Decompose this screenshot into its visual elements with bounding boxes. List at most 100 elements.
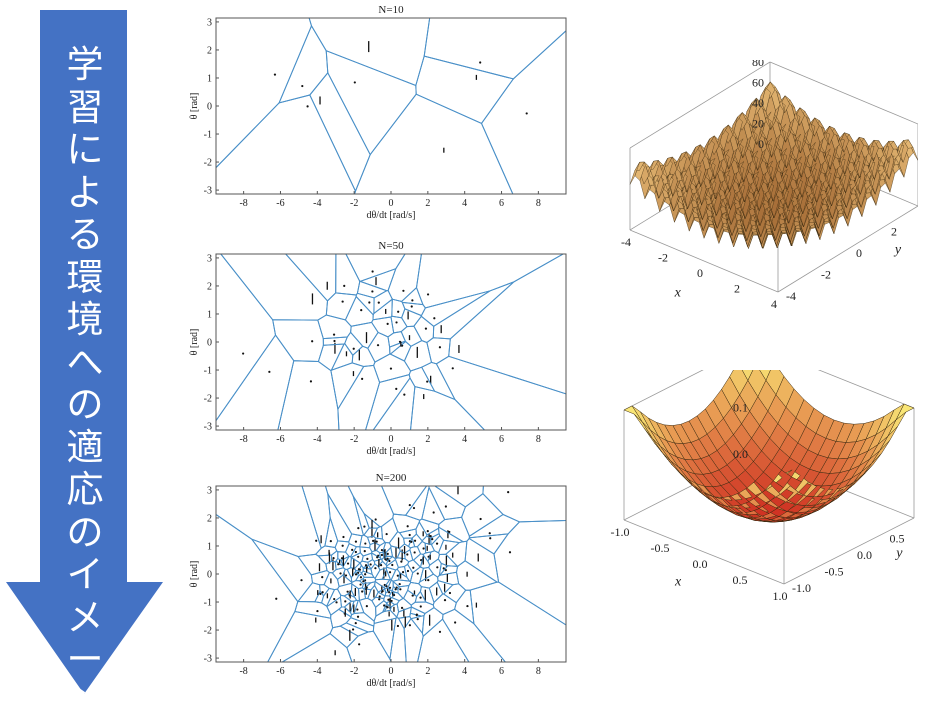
site-dot — [452, 367, 454, 369]
y-tick-label: 0.0 — [857, 548, 872, 562]
y-tick-label: 3 — [207, 17, 212, 28]
y-tick-label: -0.5 — [825, 565, 844, 579]
x-tick-label: 4 — [462, 198, 467, 209]
site-dot — [335, 601, 337, 603]
site-dot — [387, 606, 389, 608]
y-axis-label: y — [893, 243, 902, 258]
site-dot — [395, 588, 397, 590]
site-dot — [364, 573, 366, 575]
x-tick-label: 2 — [734, 282, 740, 296]
voronoi-cell — [359, 598, 376, 621]
voronoi-cell — [351, 322, 379, 348]
site-dot — [397, 625, 399, 627]
z-tick-label: 80 — [752, 60, 764, 69]
voronoi-cell — [421, 291, 490, 327]
voronoi-cell — [250, 236, 336, 301]
arrow-label-char: ー — [50, 639, 120, 682]
site-dot — [395, 388, 397, 390]
arrow-label: 学習による環境への適応のイメージ — [50, 44, 120, 724]
voronoi-cell — [433, 594, 456, 615]
voronoi-cell — [252, 539, 313, 601]
voronoi-cell — [290, 468, 331, 548]
x-tick-label: -6 — [276, 666, 284, 677]
x-tick-label: -4 — [313, 198, 321, 209]
site-dot — [427, 579, 429, 581]
site-dot — [407, 525, 409, 527]
voronoi-cell — [360, 375, 410, 449]
voronoi-cell — [189, 236, 327, 320]
x-tick-label: -8 — [239, 666, 247, 677]
site-dot — [342, 536, 344, 538]
site-dot — [371, 270, 373, 272]
voronoi-cell — [357, 281, 386, 298]
voronoi-cell — [405, 550, 413, 562]
x-axis-label: x — [674, 574, 682, 589]
panel-title: N=10 — [378, 4, 404, 16]
site-dot — [449, 592, 451, 594]
voronoi-cell — [373, 618, 396, 659]
voronoi-cell — [314, 468, 364, 536]
voronoi-cell — [409, 538, 415, 548]
arrow-label-char: 環 — [50, 257, 120, 300]
voronoi-cell — [414, 316, 434, 342]
site-dot — [417, 618, 419, 620]
site-dot — [359, 583, 361, 585]
site-dot — [315, 540, 317, 542]
site-dot — [379, 595, 381, 597]
site-dot — [399, 588, 401, 590]
voronoi-cell — [427, 528, 440, 538]
voronoi-cell — [328, 494, 352, 542]
plot-frame — [216, 254, 566, 430]
arrow-label-char: イ — [50, 554, 120, 597]
site-dot — [274, 73, 276, 75]
voronoi-cell — [354, 600, 364, 613]
voronoi-cell — [419, 519, 439, 535]
site-dot — [489, 537, 491, 539]
voronoi-cell — [188, 487, 298, 696]
site-dot — [355, 573, 357, 575]
site-dot — [454, 621, 456, 623]
x-tick-label: 4 — [771, 297, 777, 311]
site-dot — [409, 504, 411, 506]
voronoi-cell — [409, 619, 493, 696]
site-dot — [339, 572, 341, 574]
x-tick-label: 2 — [425, 198, 430, 209]
y-tick-label: 3 — [207, 253, 212, 264]
voronoi-cell — [326, 561, 336, 573]
y-tick-label: -4 — [786, 289, 796, 303]
voronoi-cell — [279, 26, 328, 103]
x-tick-label: 0 — [389, 666, 394, 677]
site-dot — [375, 518, 377, 520]
site-dot — [306, 105, 308, 107]
site-dot — [480, 518, 482, 520]
site-dot — [361, 378, 363, 380]
site-dot — [337, 563, 339, 565]
voronoi-cell — [336, 236, 360, 295]
site-dot — [354, 81, 356, 83]
y-tick-label: 1 — [207, 73, 212, 84]
site-dot — [436, 566, 438, 568]
voronoi-cell — [324, 573, 339, 590]
site-dot — [399, 583, 401, 585]
x-tick-label: 6 — [499, 434, 504, 445]
arrow-label-char: メ — [50, 597, 120, 640]
site-dot — [445, 505, 447, 507]
x-tick-label: -2 — [350, 434, 358, 445]
surface-mesh — [630, 82, 918, 249]
site-dot — [242, 352, 244, 354]
site-dot — [364, 542, 366, 544]
voronoi-cell — [331, 609, 351, 628]
voronoi-cell — [465, 539, 499, 583]
voronoi-cell — [429, 482, 466, 520]
site-dot — [378, 598, 380, 600]
x-tick-label: 0.5 — [733, 573, 748, 587]
voronoi-cell — [298, 583, 320, 602]
arrow-label-char: 適 — [50, 427, 120, 470]
site-dot — [387, 558, 389, 560]
x-tick-label: 0 — [389, 434, 394, 445]
site-dot — [311, 340, 313, 342]
site-dot — [376, 556, 378, 558]
site-dot — [387, 323, 389, 325]
x-tick-label: 6 — [499, 666, 504, 677]
